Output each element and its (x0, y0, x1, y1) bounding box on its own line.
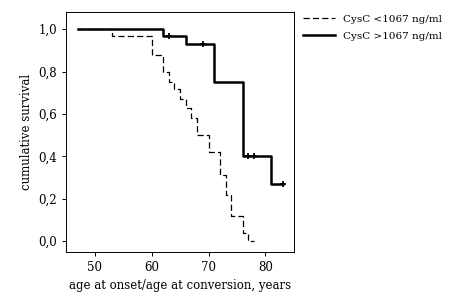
CysC >1067 ng/ml (240, 80, 246, 84)
X-axis label: age at onset/age at conversion, years: age at onset/age at conversion, years (69, 279, 291, 292)
CysC <1067 ng/ml (75, 27, 81, 31)
CysC >1067 ng/ml (183, 34, 189, 37)
CysC <1067 ng/ml (155, 53, 160, 56)
CysC >1067 ng/ml (234, 80, 240, 84)
CysC >1067 ng/ml (183, 42, 189, 46)
Y-axis label: cumulative survival: cumulative survival (20, 74, 33, 190)
CysC <1067 ng/ml (217, 150, 223, 154)
CysC <1067 ng/ml (194, 116, 200, 120)
CysC <1067 ng/ml (166, 70, 172, 73)
CysC <1067 ng/ml (189, 106, 194, 110)
CysC <1067 ng/ml (183, 97, 189, 101)
CysC <1067 ng/ml (194, 133, 200, 137)
CysC >1067 ng/ml (263, 154, 268, 158)
CysC >1067 ng/ml (155, 27, 160, 31)
CysC <1067 ng/ml (251, 239, 257, 243)
CysC <1067 ng/ml (183, 106, 189, 110)
CysC <1067 ng/ml (211, 150, 217, 154)
CysC <1067 ng/ml (149, 53, 155, 56)
CysC >1067 ng/ml (240, 154, 246, 158)
CysC <1067 ng/ml (109, 27, 115, 31)
CysC <1067 ng/ml (246, 231, 251, 235)
CysC <1067 ng/ml (177, 87, 183, 90)
CysC <1067 ng/ml (206, 150, 211, 154)
CysC <1067 ng/ml (160, 53, 166, 56)
CysC >1067 ng/ml (177, 34, 183, 37)
CysC <1067 ng/ml (217, 174, 223, 177)
CysC <1067 ng/ml (132, 34, 137, 37)
CysC >1067 ng/ml (206, 42, 211, 46)
CysC >1067 ng/ml (280, 182, 285, 186)
CysC <1067 ng/ml (223, 193, 228, 196)
CysC >1067 ng/ml (234, 80, 240, 84)
CysC <1067 ng/ml (228, 193, 234, 196)
CysC >1067 ng/ml (268, 182, 274, 186)
CysC <1067 ng/ml (166, 80, 172, 84)
Legend: CysC <1067 ng/ml, CysC >1067 ng/ml: CysC <1067 ng/ml, CysC >1067 ng/ml (301, 13, 444, 43)
CysC >1067 ng/ml (211, 42, 217, 46)
CysC >1067 ng/ml (206, 42, 211, 46)
CysC >1067 ng/ml (211, 80, 217, 84)
CysC <1067 ng/ml (143, 34, 149, 37)
CysC >1067 ng/ml (155, 27, 160, 31)
CysC <1067 ng/ml (172, 87, 177, 90)
CysC <1067 ng/ml (251, 239, 257, 243)
CysC <1067 ng/ml (177, 97, 183, 101)
CysC <1067 ng/ml (240, 214, 246, 218)
CysC >1067 ng/ml (75, 27, 81, 31)
CysC <1067 ng/ml (132, 34, 137, 37)
CysC <1067 ng/ml (172, 80, 177, 84)
CysC >1067 ng/ml (268, 154, 274, 158)
CysC >1067 ng/ml (280, 182, 285, 186)
CysC >1067 ng/ml (263, 154, 268, 158)
CysC <1067 ng/ml (206, 133, 211, 137)
CysC >1067 ng/ml (177, 34, 183, 37)
CysC <1067 ng/ml (228, 214, 234, 218)
CysC >1067 ng/ml (160, 34, 166, 37)
CysC <1067 ng/ml (223, 174, 228, 177)
CysC <1067 ng/ml (143, 34, 149, 37)
CysC <1067 ng/ml (211, 150, 217, 154)
CysC <1067 ng/ml (155, 53, 160, 56)
CysC <1067 ng/ml (160, 70, 166, 73)
CysC <1067 ng/ml (109, 34, 115, 37)
CysC <1067 ng/ml (189, 116, 194, 120)
CysC <1067 ng/ml (149, 34, 155, 37)
CysC >1067 ng/ml (160, 27, 166, 31)
Line: CysC >1067 ng/ml: CysC >1067 ng/ml (78, 29, 283, 184)
CysC <1067 ng/ml (240, 231, 246, 235)
Line: CysC <1067 ng/ml: CysC <1067 ng/ml (78, 29, 254, 241)
CysC <1067 ng/ml (246, 239, 251, 243)
